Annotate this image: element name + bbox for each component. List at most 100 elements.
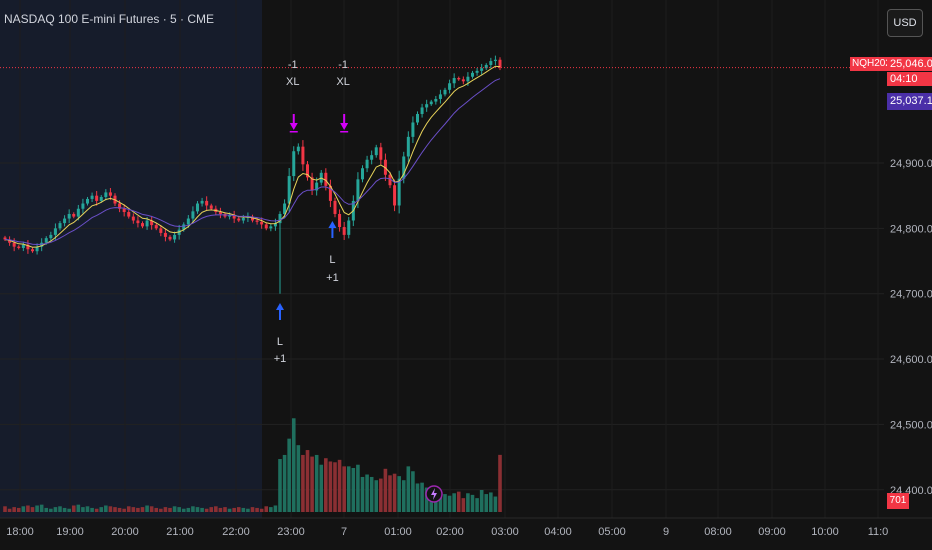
volume-bar xyxy=(7,508,12,512)
y-tick-label: 24,800.00 xyxy=(890,223,932,235)
volume-bar xyxy=(232,507,236,512)
candle-body xyxy=(489,61,493,65)
volume-bar xyxy=(246,508,250,512)
volume-bar xyxy=(181,508,186,512)
volume-bar xyxy=(319,464,324,512)
long-entry-arrow xyxy=(275,303,284,320)
candle-body xyxy=(379,147,383,160)
moving-average-layer xyxy=(0,65,884,248)
grid-layer xyxy=(0,0,884,518)
candle-body xyxy=(438,94,442,99)
candle-body xyxy=(457,78,461,80)
candle-body xyxy=(264,224,268,229)
candle-body xyxy=(296,146,300,152)
volume-bar xyxy=(291,418,296,512)
candle-body xyxy=(154,225,158,229)
candle-body xyxy=(76,208,80,217)
candle-body xyxy=(122,208,126,213)
candle-body xyxy=(35,246,39,252)
y-tick-label: 24,700.00 xyxy=(890,289,932,301)
countdown-label: 04:10 xyxy=(887,72,932,86)
x-tick-label: 05:00 xyxy=(598,526,626,538)
volume-bar xyxy=(35,505,39,512)
volume-bar xyxy=(470,494,475,512)
candle-body xyxy=(205,200,209,206)
volume-bar xyxy=(479,489,484,512)
candle-body xyxy=(429,101,433,105)
volume-bar xyxy=(296,445,301,512)
candle-body xyxy=(90,195,94,199)
volume-bar xyxy=(269,507,273,512)
volume-bar xyxy=(397,476,401,512)
volume-bar xyxy=(259,508,264,512)
volume-bar xyxy=(406,466,411,512)
volume-bar xyxy=(365,474,369,512)
candle-body xyxy=(72,213,76,217)
currency-button[interactable]: USD xyxy=(887,9,923,37)
candle-body xyxy=(342,227,346,235)
volume-bar xyxy=(44,507,49,512)
volume-bar xyxy=(489,492,493,512)
chart-title: NASDAQ 100 E-mini Futures · 5 · CME xyxy=(4,12,215,26)
candle-body xyxy=(250,216,254,221)
ma-price-label: 25,037.15 xyxy=(887,93,932,110)
volume-bar xyxy=(314,454,319,512)
volume-bar xyxy=(149,506,154,512)
x-tick-label: 09:00 xyxy=(758,526,786,538)
volume-bar xyxy=(16,507,21,512)
volume-bar xyxy=(374,480,379,512)
volume-bar xyxy=(342,466,346,512)
candle-body xyxy=(406,136,410,157)
x-tick-label: 02:00 xyxy=(436,526,464,538)
candle-body xyxy=(287,176,291,204)
x-tick-label: 11:0 xyxy=(868,526,889,538)
volume-bar xyxy=(21,506,26,512)
volume-bar xyxy=(76,504,81,512)
volume-bar xyxy=(287,438,291,512)
exit-arrow xyxy=(340,114,349,130)
volume-bar xyxy=(172,506,177,512)
x-tick-label: 20:00 xyxy=(111,526,139,538)
candle-body xyxy=(136,220,140,224)
volume-bar xyxy=(383,468,388,512)
session-background xyxy=(0,0,262,518)
x-tick-label: 04:00 xyxy=(544,526,572,538)
volume-bar xyxy=(356,464,360,512)
candle-body xyxy=(397,178,401,206)
y-tick-label: 24,900.00 xyxy=(890,158,932,170)
volume-bar xyxy=(250,507,255,512)
volume-bar xyxy=(163,507,168,512)
candle-body xyxy=(402,156,406,179)
volume-bar xyxy=(443,494,447,512)
volume-bar xyxy=(117,507,122,512)
volume-bar xyxy=(360,476,365,512)
candle-body xyxy=(85,198,89,204)
volume-bar xyxy=(452,493,456,512)
volume-bar xyxy=(264,506,269,512)
exit-qty: -1 xyxy=(288,59,298,71)
candle-body xyxy=(3,237,7,240)
exit-arrow xyxy=(289,114,298,130)
volume-bar xyxy=(209,507,214,512)
x-tick-label: 03:00 xyxy=(491,526,519,538)
volume-bar xyxy=(195,507,200,512)
candle-body xyxy=(498,59,502,68)
x-tick-label: 9 xyxy=(663,526,669,538)
y-tick-label: 24,600.00 xyxy=(890,354,932,366)
candle-body xyxy=(200,200,204,204)
volume-bar xyxy=(85,506,90,512)
volume-bar xyxy=(461,498,466,512)
candle-body xyxy=(255,220,259,222)
volume-bar xyxy=(94,508,99,512)
candle-body xyxy=(420,107,424,114)
candle-body xyxy=(163,232,167,237)
volume-bar xyxy=(104,505,108,512)
volume-bar xyxy=(305,450,310,512)
fast-ma-line xyxy=(4,65,501,248)
volume-bar xyxy=(159,508,163,512)
volume-bar xyxy=(218,507,223,512)
candle-body xyxy=(443,89,447,95)
trade-marker-layer: L +1 L +1 -1 XL -1 XL xyxy=(274,59,443,503)
candle-body xyxy=(237,218,241,221)
